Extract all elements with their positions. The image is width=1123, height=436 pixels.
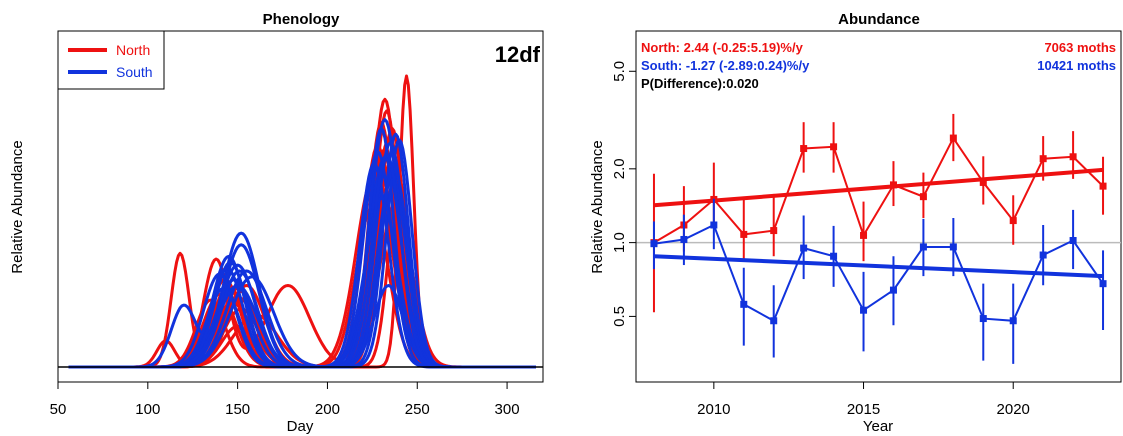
abundance-panel: Abundance 2010 2015 2020 0.5 1.0 2.0 5.0 Year…: [589, 11, 1122, 435]
south-data-point: [650, 240, 658, 248]
south-data-point: [889, 286, 897, 294]
north-data-point: [889, 181, 897, 189]
phenology-curves: [68, 74, 536, 369]
south-phenology-curve: [68, 167, 536, 369]
abundance-x-label: Year: [863, 418, 893, 435]
phenology-x-tick-label: 100: [135, 401, 160, 418]
abundance-x-tick-label: 2020: [997, 401, 1030, 418]
south-phenology-curve: [68, 161, 536, 369]
north-phenology-curve: [68, 147, 536, 369]
legend-box: [57, 30, 165, 90]
north-data-point: [860, 231, 868, 239]
south-data-point: [830, 252, 838, 260]
phenology-y-label: Relative Abundance: [9, 140, 26, 273]
abundance-y-axis: 0.5 1.0 2.0 5.0: [611, 61, 637, 327]
north-data-point: [949, 134, 957, 142]
south-phenology-curve: [68, 132, 536, 369]
south-data-point: [1099, 280, 1107, 288]
abundance-title: Abundance: [838, 11, 920, 28]
north-trend-stat: North: 2.44 (-0.25:5.19)%/y: [641, 40, 804, 55]
phenology-x-tick-label: 250: [405, 401, 430, 418]
phenology-x-tick-label: 300: [495, 401, 520, 418]
df-annotation: 12df: [495, 42, 541, 67]
south-phenology-curve: [68, 266, 536, 369]
phenology-x-axis: 50 100 150 200 250 300: [50, 381, 520, 418]
south-trend-line: [653, 254, 1104, 279]
phenology-title: Phenology: [263, 11, 340, 28]
north-data-point: [979, 178, 987, 186]
phenology-x-label: Day: [287, 418, 314, 435]
north-phenology-curve: [68, 121, 536, 369]
phenology-x-tick-label: 150: [225, 401, 250, 418]
south-data-point: [740, 300, 748, 308]
south-data-point: [949, 243, 957, 251]
south-phenology-curve: [68, 153, 536, 369]
north-phenology-curve: [68, 185, 536, 369]
north-phenology-curve: [68, 202, 536, 369]
south-data-point: [680, 235, 688, 243]
south-data-point: [919, 243, 927, 251]
south-phenology-curve: [68, 150, 536, 369]
south-data-point: [710, 221, 718, 229]
south-data-point: [1069, 237, 1077, 245]
south-data-point: [800, 244, 808, 252]
north-phenology-curve: [68, 109, 536, 369]
north-phenology-curve: [68, 173, 536, 369]
south-phenology-curve: [68, 138, 536, 369]
south-data-point: [860, 306, 868, 314]
north-trend-line: [653, 167, 1104, 208]
north-data-point: [770, 227, 778, 235]
north-data-point: [740, 230, 748, 238]
north-phenology-curve: [68, 138, 536, 369]
south-data-point: [1009, 317, 1017, 325]
north-phenology-curve: [68, 161, 536, 369]
north-data-point: [830, 143, 838, 151]
abundance-y-tick-label: 5.0: [611, 61, 628, 82]
south-data-point: [979, 315, 987, 323]
south-phenology-curve: [68, 156, 536, 369]
abundance-y-tick-label: 1.0: [611, 232, 628, 253]
north-data-point: [1069, 153, 1077, 161]
abundance-x-axis: 2010 2015 2020: [697, 381, 1030, 418]
south-phenology-curve: [68, 126, 536, 369]
abundance-y-tick-label: 0.5: [611, 306, 628, 327]
south-phenology-curve: [68, 196, 536, 369]
south-trend-stat: South: -1.27 (-2.89:0.24)%/y: [641, 58, 810, 73]
north-data-point: [919, 193, 927, 201]
south-phenology-curve: [68, 141, 536, 369]
abundance-y-tick-label: 2.0: [611, 158, 628, 179]
south-series-line: [653, 223, 1104, 323]
north-phenology-curve: [68, 205, 536, 369]
phenology-x-tick-label: 50: [50, 401, 67, 418]
north-phenology-curve: [68, 97, 536, 369]
abundance-x-tick-label: 2015: [847, 401, 880, 418]
north-phenology-curve: [68, 179, 536, 369]
phenology-x-tick-label: 200: [315, 401, 340, 418]
south-moth-count: 10421 moths: [1037, 58, 1116, 73]
legend-north-label: North: [116, 42, 150, 58]
north-data-point: [800, 145, 808, 153]
north-data-point: [1099, 182, 1107, 190]
south-phenology-curve: [68, 173, 536, 369]
north-phenology-curve: [68, 144, 536, 369]
abundance-x-tick-label: 2010: [697, 401, 730, 418]
south-data-point: [770, 317, 778, 325]
phenology-legend: North South: [57, 30, 165, 90]
north-phenology-curve: [68, 126, 536, 369]
phenology-panel: Phenology 50 100 150 200 250 300 Day Relative…: [9, 11, 544, 435]
south-data-point: [1039, 251, 1047, 259]
difference-probability: P(Difference):0.020: [641, 76, 759, 91]
south-phenology-curve: [68, 118, 536, 369]
abundance-y-label: Relative Abundance: [589, 140, 606, 273]
legend-south-label: South: [116, 64, 153, 80]
north-data-point: [1039, 155, 1047, 163]
north-data-point: [1009, 217, 1017, 225]
north-moth-count: 7063 moths: [1044, 40, 1116, 55]
abundance-series: [650, 113, 1107, 364]
north-phenology-curve: [68, 74, 536, 369]
north-series-line: [653, 136, 1104, 244]
